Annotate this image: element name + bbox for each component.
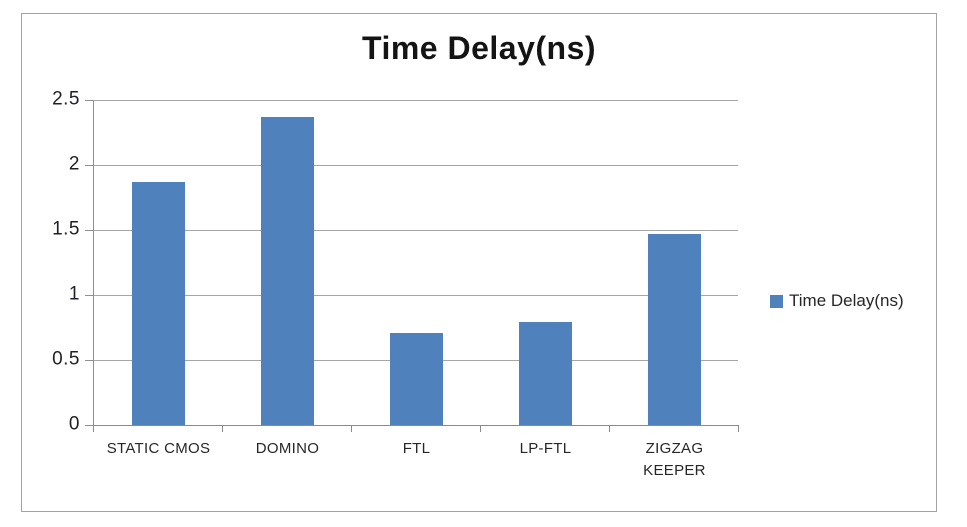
x-axis-tick	[609, 425, 610, 432]
x-axis-tick	[222, 425, 223, 432]
y-axis-tick-label: 2.5	[52, 88, 80, 110]
y-axis-tick-label: 0	[68, 413, 80, 435]
x-axis-category-label: STATIC CMOS	[106, 440, 211, 457]
gridline	[94, 165, 738, 166]
plot-area: 0 0.5 1 1.5 2 2.5 STATIC CMOS DOMINO FTL LP-FTL ZI…	[52, 89, 739, 479]
y-axis-tick	[85, 165, 94, 166]
legend: Time Delay(ns)	[770, 291, 904, 311]
gridline	[94, 230, 738, 231]
x-axis-tick	[480, 425, 481, 432]
chart-title: Time Delay(ns)	[361, 30, 597, 66]
bar	[390, 332, 443, 425]
y-axis-tick	[85, 295, 94, 296]
x-axis-tick	[93, 425, 94, 432]
gridline	[94, 425, 738, 426]
chart-frame: Time Delay(ns) 0 0.5 1 1.5 2 2.5 STATIC CMOS DO…	[21, 13, 937, 512]
y-axis-tick-label: 2	[68, 153, 80, 175]
legend-label: Time Delay(ns)	[789, 291, 904, 310]
x-axis-category-label: FTL	[402, 440, 431, 457]
gridline	[94, 295, 738, 296]
bar	[519, 322, 572, 425]
y-axis-tick	[85, 100, 94, 101]
legend-swatch-icon	[770, 294, 783, 308]
x-axis-category-label: LP-FTL	[519, 440, 572, 457]
bar	[132, 181, 185, 425]
y-axis-tick	[85, 360, 94, 361]
bar	[648, 233, 701, 425]
y-axis-tick-label: 1.5	[52, 218, 80, 240]
x-axis-tick	[351, 425, 352, 432]
bar	[261, 116, 314, 425]
x-axis-category-label: DOMINO	[255, 440, 320, 457]
gridline	[94, 100, 738, 101]
x-axis-category-label: ZIGZAG KEEPER	[643, 440, 706, 479]
y-axis-tick	[85, 230, 94, 231]
y-axis-tick-label: 0.5	[52, 348, 80, 370]
y-axis-tick-label: 1	[68, 283, 80, 305]
x-axis-tick	[738, 425, 739, 432]
y-axis-tick	[85, 425, 94, 426]
